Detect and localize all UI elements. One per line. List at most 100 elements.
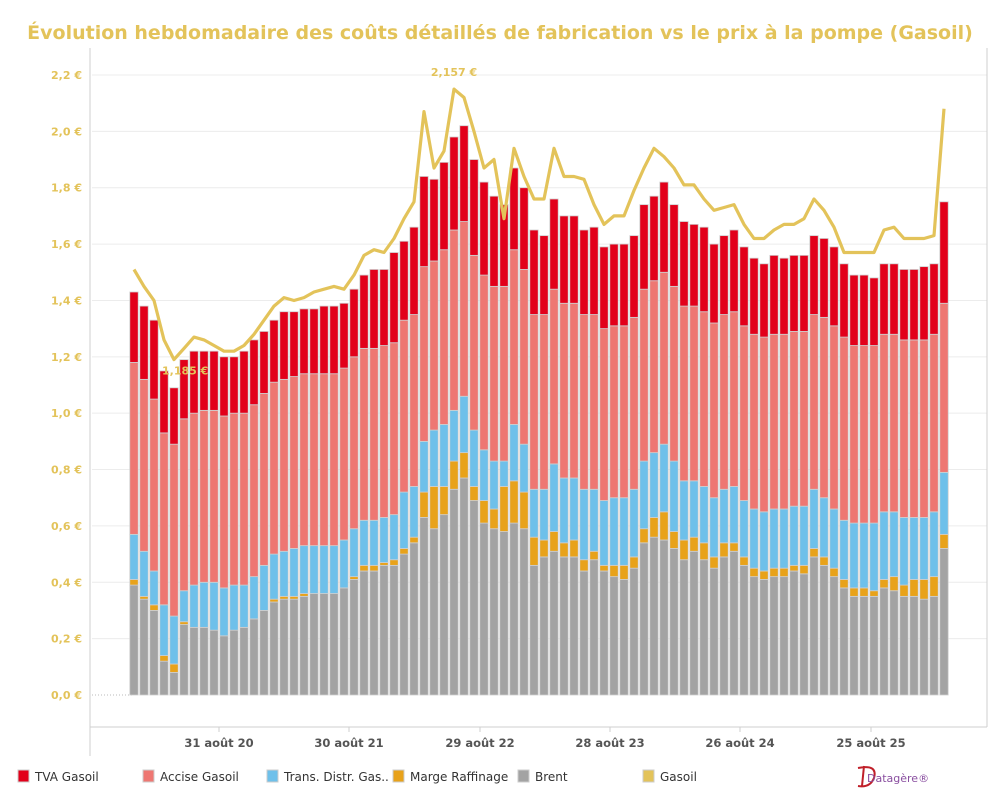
bar-trans-distr-gas [549, 463, 559, 532]
bar-trans-distr-gas [219, 587, 229, 637]
bar-trans-distr-gas [819, 497, 829, 558]
bar-accise-gasoil [719, 314, 729, 490]
bar-accise-gasoil [269, 381, 279, 555]
bar-tva-gasoil [479, 181, 489, 276]
bar-tva-gasoil [139, 305, 149, 380]
bar-accise-gasoil [339, 367, 349, 541]
bar-marge-raffinage [169, 663, 179, 673]
bar-tva-gasoil [619, 243, 629, 327]
bar-accise-gasoil [389, 342, 399, 516]
bar-brent [919, 598, 929, 696]
bar-tva-gasoil [869, 277, 879, 346]
bar-tva-gasoil [239, 350, 249, 414]
bar-brent [559, 556, 569, 696]
bar-accise-gasoil [739, 325, 749, 501]
bar-accise-gasoil [639, 288, 649, 462]
bar-trans-distr-gas [359, 519, 369, 566]
bar-accise-gasoil [149, 398, 159, 572]
bar-accise-gasoil [659, 271, 669, 445]
bar-trans-distr-gas [709, 497, 719, 558]
legend-item-tva-gasoil[interactable]: TVA Gasoil [17, 769, 99, 784]
legend-label: Accise Gasoil [160, 770, 239, 784]
bar-brent [739, 564, 749, 696]
legend-item-brent[interactable]: Brent [517, 769, 568, 784]
bar-tva-gasoil [369, 269, 379, 349]
bar-brent [839, 587, 849, 696]
bar-tva-gasoil [789, 254, 799, 332]
bar-tva-gasoil [509, 167, 519, 251]
bar-marge-raffinage [649, 517, 659, 538]
bar-trans-distr-gas [599, 500, 609, 566]
bar-marge-raffinage [419, 491, 429, 518]
bar-trans-distr-gas [729, 486, 739, 544]
bar-trans-distr-gas [449, 409, 459, 462]
legend-item-marge-raffinage[interactable]: Marge Raffinage [392, 769, 508, 784]
bar-brent [379, 564, 389, 696]
bar-accise-gasoil [359, 347, 369, 521]
bar-marge-raffinage [589, 550, 599, 561]
bar-marge-raffinage [289, 595, 299, 600]
bar-trans-distr-gas [279, 550, 289, 597]
bar-tva-gasoil [879, 263, 889, 335]
bar-marge-raffinage [159, 655, 169, 662]
bar-tva-gasoil [699, 226, 709, 313]
bar-brent [479, 522, 489, 696]
bar-trans-distr-gas [429, 429, 439, 487]
bar-accise-gasoil [299, 373, 309, 547]
bar-trans-distr-gas [439, 424, 449, 487]
bar-accise-gasoil [309, 373, 319, 547]
series-line-gasoil [132, 87, 946, 362]
bar-accise-gasoil [189, 412, 199, 586]
bar-accise-gasoil [539, 314, 549, 490]
bar-trans-distr-gas [199, 581, 209, 628]
bar-tva-gasoil [249, 339, 259, 406]
bar-marge-raffinage [499, 486, 509, 532]
bar-accise-gasoil [279, 378, 289, 552]
bar-tva-gasoil [769, 254, 779, 335]
legend-swatch [266, 769, 279, 783]
bar-brent [909, 595, 919, 696]
legend-swatch [517, 769, 530, 783]
bar-tva-gasoil [319, 305, 329, 375]
bar-trans-distr-gas [799, 505, 809, 566]
bar-marge-raffinage [909, 579, 919, 597]
annotation-min: 1,185 € [162, 365, 208, 378]
bar-tva-gasoil [719, 235, 729, 315]
bar-tva-gasoil [489, 195, 499, 287]
bar-tva-gasoil [629, 235, 639, 318]
y-tick-label: 1,2 € [51, 351, 82, 364]
legend-item-accise-gasoil[interactable]: Accise Gasoil [142, 769, 239, 784]
bar-marge-raffinage [689, 536, 699, 552]
bar-brent [239, 626, 249, 696]
bar-tva-gasoil [279, 311, 289, 380]
bar-marge-raffinage [559, 542, 569, 558]
bars [129, 125, 949, 696]
bar-tva-gasoil [929, 263, 939, 335]
bar-accise-gasoil [289, 376, 299, 549]
bar-accise-gasoil [589, 314, 599, 490]
bar-tva-gasoil [529, 229, 539, 315]
chart-title: Évolution hebdomadaire des coûts détaill… [27, 21, 973, 44]
bar-brent [159, 660, 169, 696]
bar-brent [429, 528, 439, 696]
bar-brent [169, 672, 179, 696]
x-tick-label: 30 août 21 [314, 736, 383, 750]
legend-swatch [392, 769, 405, 783]
bar-tva-gasoil [439, 161, 449, 251]
bar-brent [579, 570, 589, 696]
legend-label: Marge Raffinage [410, 770, 508, 784]
bar-tva-gasoil [499, 204, 509, 287]
legend-item-gasoil[interactable]: Gasoil [642, 769, 697, 784]
x-axis: 31 août 20 30 août 21 29 août 22 28 août 23… [184, 727, 906, 750]
bar-tva-gasoil [609, 243, 619, 327]
bar-accise-gasoil [689, 305, 699, 482]
bar-marge-raffinage [489, 508, 499, 530]
bar-tva-gasoil [689, 223, 699, 307]
bar-brent [509, 522, 519, 696]
bar-tva-gasoil [289, 311, 299, 377]
legend-item-trans-distr-gas[interactable]: Trans. Distr. Gas.. [266, 769, 389, 784]
bar-accise-gasoil [519, 269, 529, 445]
bar-brent [789, 570, 799, 696]
bar-brent [609, 576, 619, 696]
